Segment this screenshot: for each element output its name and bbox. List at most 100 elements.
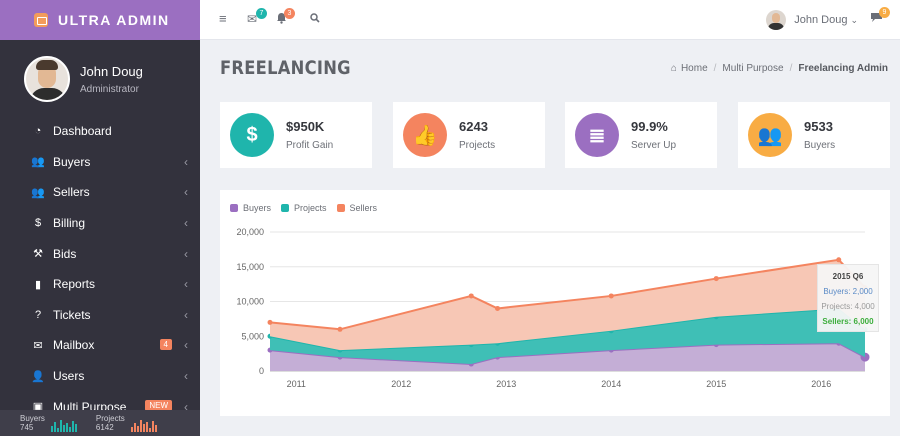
sparkline-bar [53, 422, 56, 432]
sidebar-item-billing[interactable]: $ Billing ‹ [0, 208, 200, 239]
bar-chart-icon: ▮ [34, 278, 42, 291]
sidebar-item-label: Bids [53, 246, 77, 261]
area-chart: 0 5,000 10,000 15,000 20,000 2011 2012 2013 2014… [236, 227, 870, 389]
dollar-icon: $ [34, 217, 42, 230]
sidebar-item-buyers[interactable]: 👥 Buyers ‹ [0, 147, 200, 178]
stat-value: 9533 [804, 119, 833, 134]
bell-badge: 3 [284, 8, 295, 19]
sparkline-bar [142, 424, 145, 432]
footer-buyers-label: Buyers [20, 414, 45, 423]
legend-label: Sellers [349, 203, 378, 213]
breadcrumb-home[interactable]: Home [680, 63, 708, 74]
sidebar-item-bids[interactable]: ⚒ Bids ‹ [0, 238, 200, 269]
sidebar-item-label: Tickets [53, 307, 91, 322]
sidebar-item-tickets[interactable]: ? Tickets ‹ [0, 300, 200, 331]
footer-projects-value: 6142 [95, 423, 114, 432]
stat-card-projects[interactable]: 👍 6243 Projects [393, 102, 545, 168]
sparkline-bar [68, 427, 71, 432]
footer-buyers-value: 745 [20, 423, 34, 432]
chart-panel: 0 5,000 10,000 15,000 20,000 2011 2012 2013 2014… [220, 190, 890, 416]
top-bar: ≡ ✉ 7 3 John Doug ⌄ 9 [200, 0, 900, 40]
sparkline-bar [133, 423, 136, 432]
chevron-left-icon: ‹ [184, 185, 188, 200]
brand-bar[interactable]: ULTRA ADMIN [0, 0, 200, 40]
sidebar: ULTRA ADMIN John Doug Administrator ◔ Das… [0, 0, 200, 436]
tooltip-title: 2015 Q6 [832, 272, 864, 281]
tooltip-sellers: Sellers: 6,000 [822, 317, 874, 326]
sparkline-bar [130, 427, 133, 432]
y-tick-label: 5,000 [241, 331, 264, 341]
bell-icon[interactable] [276, 12, 287, 27]
avatar[interactable] [24, 56, 70, 102]
chart-legend: Buyers Projects Sellers [230, 203, 387, 213]
legend-swatch [281, 204, 290, 212]
chevron-left-icon: ‹ [184, 307, 188, 322]
sparkline-bar [50, 426, 53, 432]
mail-badge: 7 [256, 8, 267, 19]
search-icon[interactable] [310, 12, 320, 26]
y-tick-label: 0 [259, 366, 264, 376]
legend-item[interactable]: Projects [281, 203, 327, 213]
chevron-left-icon: ‹ [184, 277, 188, 292]
chevron-left-icon: ‹ [184, 369, 188, 384]
stat-value: $950K [286, 119, 325, 134]
data-point [608, 293, 614, 299]
chat-badge: 9 [879, 7, 890, 18]
buyers-sparkline [50, 416, 78, 432]
sparkline-bar [151, 421, 154, 432]
y-tick-label: 20,000 [236, 227, 264, 237]
sparkline-bar [139, 420, 142, 432]
sidebar-item-dashboard[interactable]: ◔ Dashboard [0, 116, 200, 147]
data-point [713, 276, 719, 282]
projects-sparkline [130, 416, 158, 432]
users-icon: 👥 [31, 156, 45, 169]
x-tick-label: 2012 [391, 379, 411, 389]
sidebar-item-reports[interactable]: ▮ Reports ‹ [0, 269, 200, 300]
stat-label: Projects [459, 140, 496, 151]
legend-item[interactable]: Buyers [230, 203, 271, 213]
sidebar-item-label: Mailbox [53, 338, 95, 353]
sidebar-item-label: Buyers [53, 154, 91, 169]
nav-badge: 4 [159, 339, 172, 351]
x-tick-label: 2016 [811, 379, 831, 389]
sidebar-item-users[interactable]: 👤 Users ‹ [0, 361, 200, 392]
sidebar-item-mailbox[interactable]: ✉ Mailbox 4 ‹ [0, 330, 200, 361]
sidebar-profile[interactable]: John Doug Administrator [0, 48, 200, 110]
sidebar-nav: ◔ Dashboard 👥 Buyers ‹ 👥 Sellers ‹ $ Billing ‹ ⚒ Bid… [0, 116, 200, 422]
series-area-buyers [270, 343, 865, 371]
y-tick-label: 15,000 [236, 262, 264, 272]
stat-card-buyers[interactable]: 👥 9533 Buyers [738, 102, 890, 168]
page-title: FREELANCING [220, 57, 351, 79]
envelope-icon[interactable]: ✉ [247, 12, 258, 26]
breadcrumb-middle[interactable]: Multi Purpose [722, 63, 784, 74]
database-icon: ≣ [575, 113, 619, 157]
series-area-sellers [270, 259, 865, 351]
legend-item[interactable]: Sellers [336, 203, 378, 213]
dashboard-icon: ◔ [34, 125, 42, 138]
sparkline-bar [56, 428, 59, 432]
user-menu[interactable]: John Doug ⌄ [766, 10, 858, 30]
legend-swatch [336, 204, 345, 212]
user-icon: 👤 [31, 370, 45, 383]
tooltip-projects: Projects: 4,000 [821, 302, 875, 311]
sparkline-bar [74, 424, 77, 432]
sidebar-item-label: Dashboard [53, 124, 112, 139]
sparkline-bar [65, 423, 68, 432]
x-tick-label: 2015 [706, 379, 726, 389]
stat-label: Server Up [631, 140, 677, 151]
sidebar-item-label: Sellers [53, 185, 90, 200]
menu-icon[interactable]: ≡ [219, 11, 227, 26]
users-icon: 👥 [748, 113, 792, 157]
stat-card-server-up[interactable]: ≣ 99.9% Server Up [565, 102, 717, 168]
briefcase-icon: ▣ [32, 401, 44, 414]
legend-label: Projects [294, 203, 327, 213]
stat-card-profit-gain[interactable]: $ $950K Profit Gain [220, 102, 372, 168]
sparkline-bar [62, 425, 65, 432]
tooltip-buyers: Buyers: 2,000 [823, 287, 873, 296]
breadcrumb-current: Freelancing Admin [798, 63, 888, 74]
chevron-left-icon: ‹ [184, 154, 188, 169]
x-tick-label: 2014 [601, 379, 621, 389]
sidebar-item-sellers[interactable]: 👥 Sellers ‹ [0, 177, 200, 208]
stat-label: Profit Gain [286, 140, 334, 151]
sparkline-bar [136, 426, 139, 432]
